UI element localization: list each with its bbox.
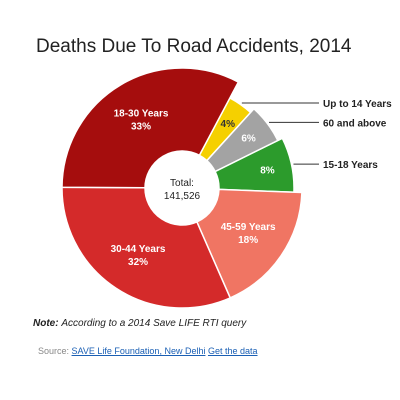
source-link[interactable]: SAVE Life Foundation, New Delhi	[71, 346, 206, 356]
chart-title: Deaths Due To Road Accidents, 2014	[36, 36, 352, 57]
source-line: Source: SAVE Life Foundation, New Delhi …	[38, 346, 258, 356]
slice-30-44-years[interactable]	[61, 186, 232, 309]
slice-18-30-years[interactable]	[61, 67, 240, 189]
slice-label-45-59-years: 45-59 Years	[221, 222, 276, 233]
slice-label-30-44-years: 30-44 Years	[111, 244, 166, 255]
donut-hole	[146, 152, 218, 224]
slice-45-59-years[interactable]	[195, 188, 303, 299]
slice-value-15-18-years: 8%	[260, 166, 275, 177]
slice-label-up-to-14-years: Up to 14 Years	[323, 99, 392, 110]
note: Note: According to a 2014 Save LIFE RTI …	[33, 318, 246, 329]
note-label: Note:	[33, 318, 59, 329]
slice-value-18-30-years: 33%	[131, 121, 151, 132]
slice-value-up-to-14-years: 4%	[221, 119, 236, 130]
slice-label-60-and-above: 60 and above	[323, 118, 387, 129]
slice-value-60-and-above: 6%	[241, 134, 256, 145]
slice-value-45-59-years: 18%	[238, 235, 258, 246]
slice-value-30-44-years: 32%	[128, 257, 148, 268]
slice-label-18-30-years: 18-30 Years	[114, 108, 169, 119]
note-text: According to a 2014 Save LIFE RTI query	[61, 318, 247, 329]
center-value: 141,526	[164, 191, 201, 202]
center-label: Total:	[170, 178, 194, 189]
get-data-link[interactable]: Get the data	[207, 346, 258, 356]
source-label: Source:	[38, 346, 70, 356]
slice-label-15-18-years: 15-18 Years	[323, 160, 378, 171]
